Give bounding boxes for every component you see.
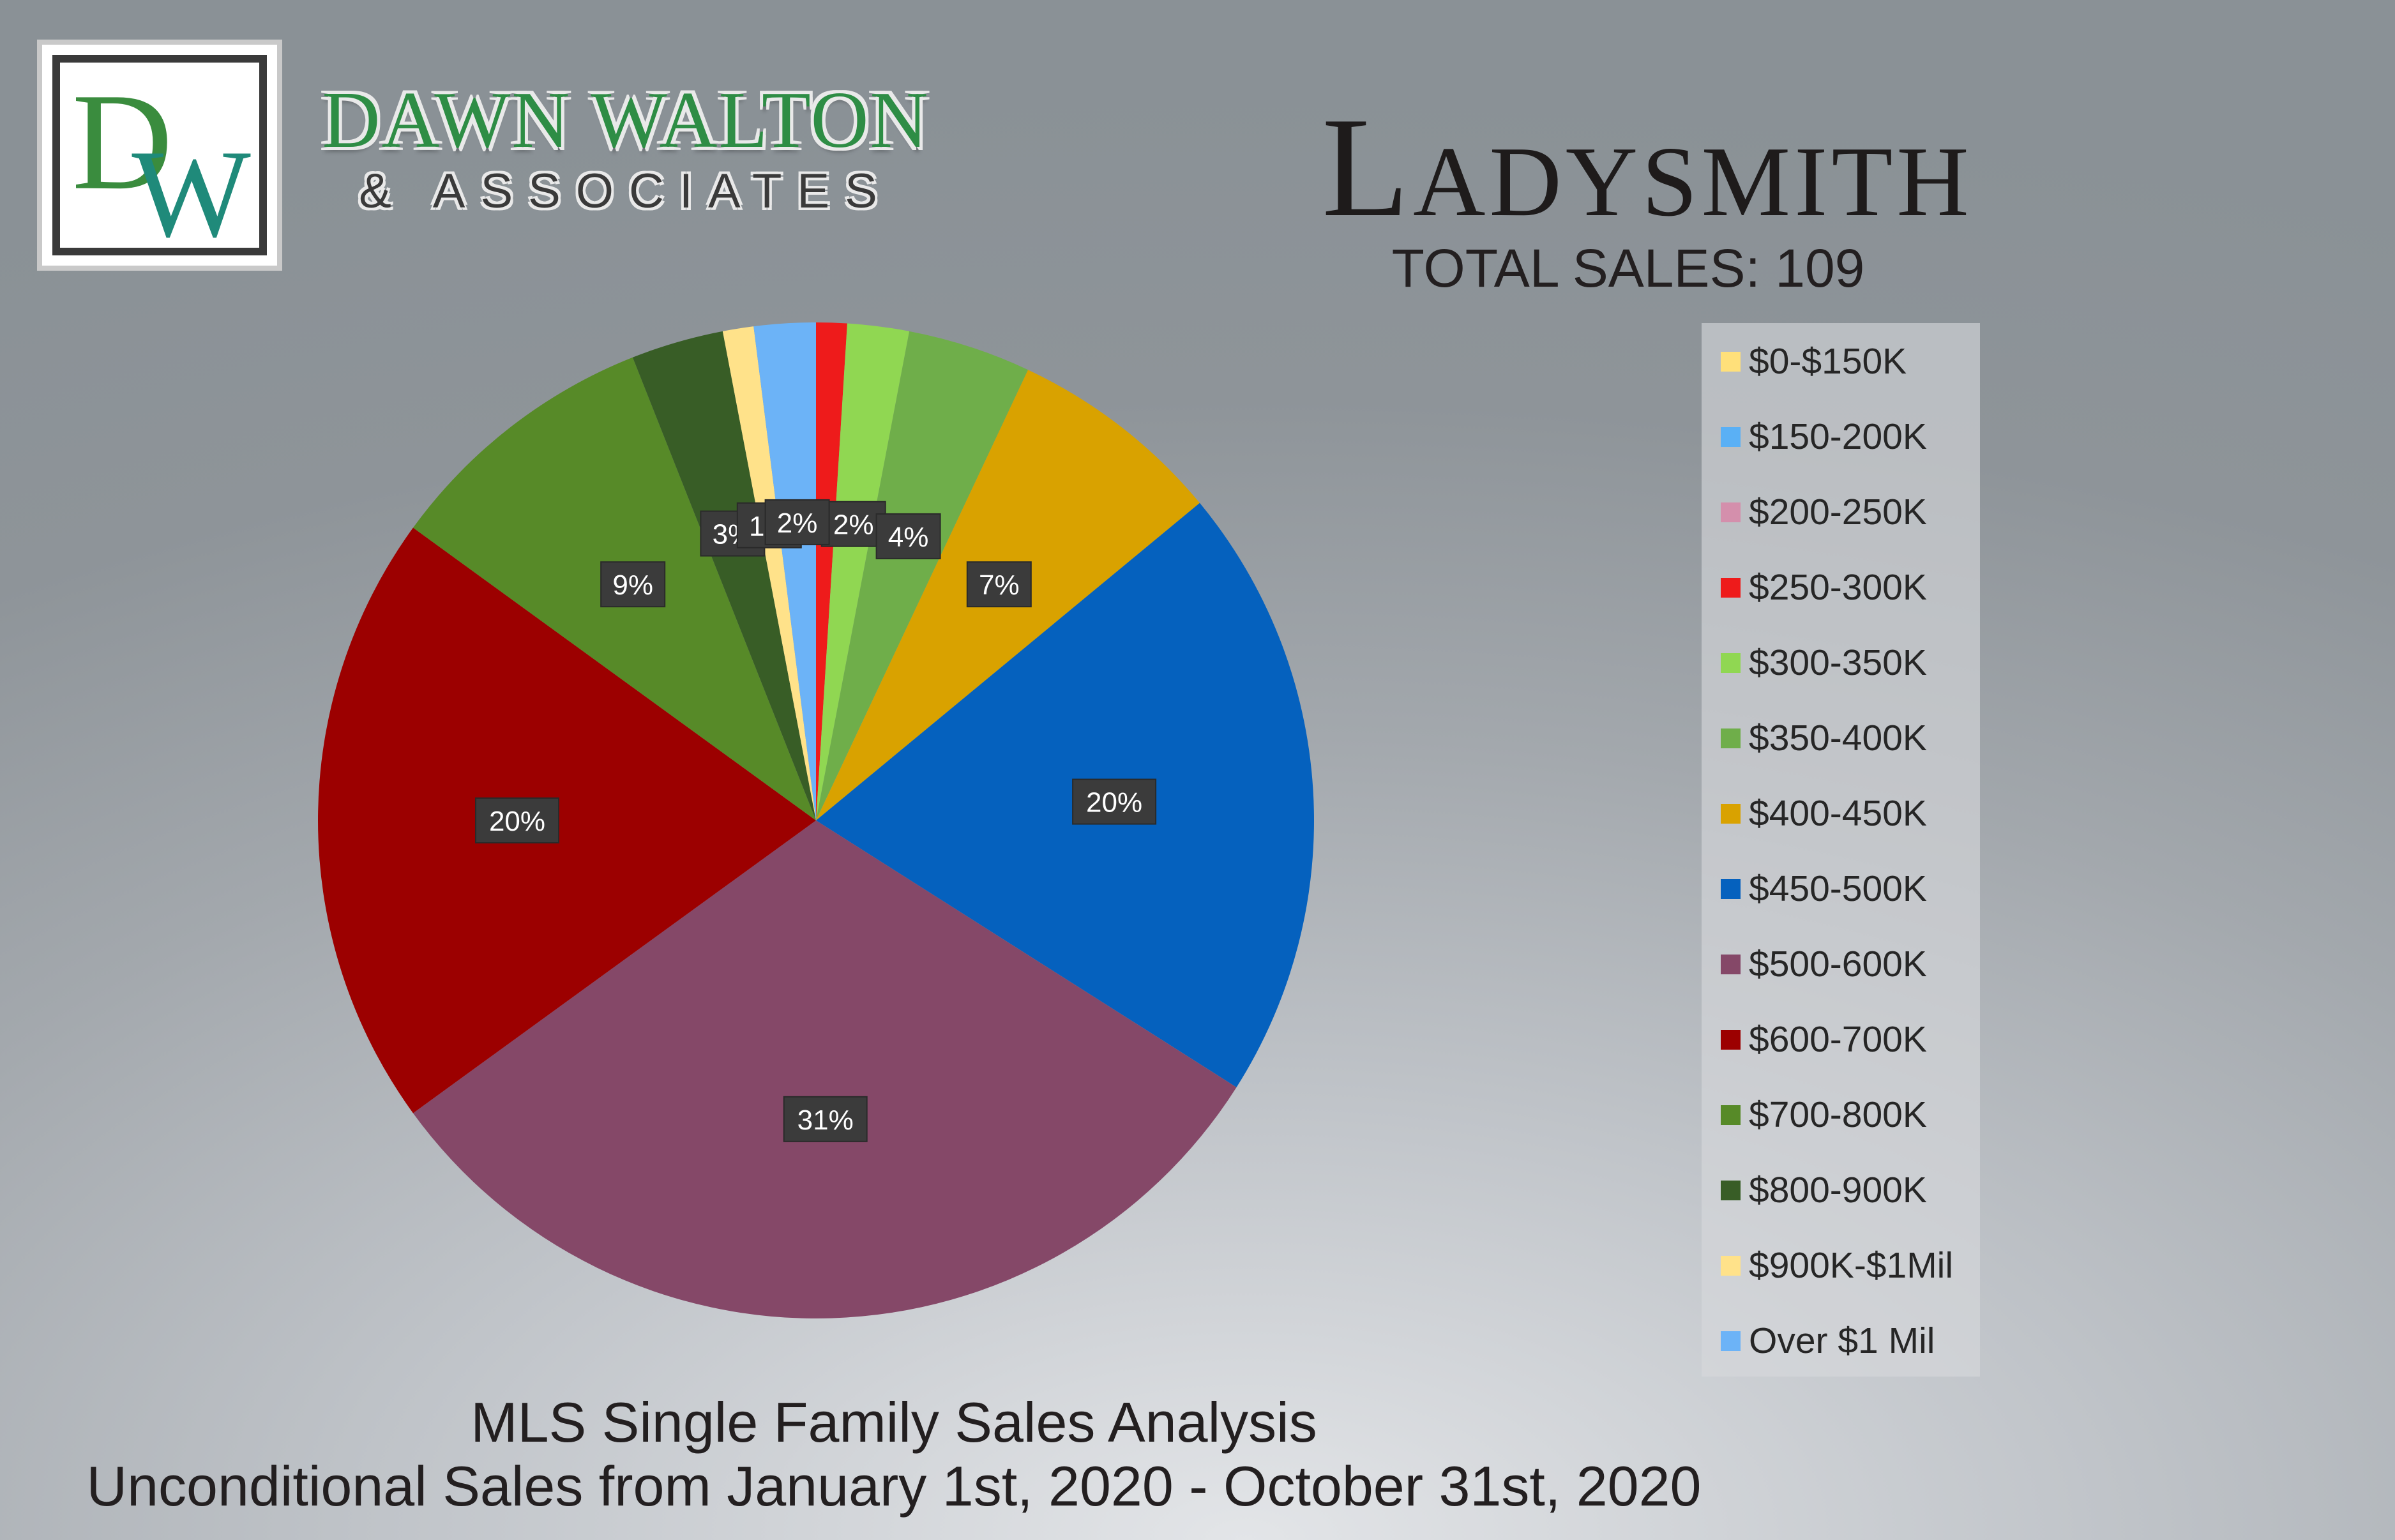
legend-item-800-900k: $800-900K xyxy=(1721,1165,1927,1216)
legend-label: $800-900K xyxy=(1749,1170,1927,1211)
pie-slice-800-900k xyxy=(632,331,816,820)
legend-label: $150-200K xyxy=(1749,416,1927,457)
data-label-400-450k: 7% xyxy=(966,561,1032,608)
svg-text:D: D xyxy=(72,65,173,219)
svg-text:20%: 20% xyxy=(1086,787,1142,819)
svg-text:2%: 2% xyxy=(833,510,874,541)
data-label-over-1-mil: 2% xyxy=(764,499,830,545)
pie-slice-450-500k xyxy=(816,502,1315,1087)
brand-logo: D W xyxy=(37,40,282,271)
legend-label: $600-700K xyxy=(1749,1019,1927,1060)
data-label-500-600k: 31% xyxy=(783,1096,868,1142)
legend-label: $400-450K xyxy=(1749,793,1927,834)
data-label-600-700k: 20% xyxy=(475,797,559,843)
legend-swatch xyxy=(1721,1029,1741,1050)
legend-label: $200-250K xyxy=(1749,492,1927,532)
legend-item-500-600k: $500-600K xyxy=(1721,939,1927,990)
legend-item-over-1-mil: Over $1 Mil xyxy=(1721,1315,1935,1366)
brand-name: DAWN WALTON xyxy=(322,76,930,165)
legend-item-400-450k: $400-450K xyxy=(1721,788,1927,839)
svg-text:4%: 4% xyxy=(888,522,929,553)
svg-text:2%: 2% xyxy=(777,508,818,539)
svg-text:9%: 9% xyxy=(612,570,653,601)
legend-swatch xyxy=(1721,502,1741,522)
legend-label: $250-300K xyxy=(1749,567,1927,608)
svg-text:20%: 20% xyxy=(489,806,545,837)
chart-legend: $0-$150K $150-200K $200-250K $250-300K $300-… xyxy=(1702,323,1980,1377)
legend-swatch xyxy=(1721,1331,1741,1351)
pie-slice-over-1-mil xyxy=(753,322,816,820)
legend-swatch xyxy=(1721,427,1741,447)
data-label-350-400k: 4% xyxy=(875,513,941,559)
legend-swatch xyxy=(1721,351,1741,372)
legend-label: Over $1 Mil xyxy=(1749,1320,1935,1361)
total-sales: TOTAL SALES: 109 xyxy=(1391,238,1865,298)
legend-swatch xyxy=(1721,1180,1741,1200)
data-label-700-800k: 9% xyxy=(600,561,666,608)
pie-slice-900k-1mil xyxy=(722,326,816,820)
legend-item-300-350k: $300-350K xyxy=(1721,637,1927,688)
svg-text:7%: 7% xyxy=(979,570,1020,601)
legend-item-350-400k: $350-400K xyxy=(1721,713,1927,764)
pie-slice-600-700k xyxy=(318,527,816,1113)
brand-subtitle: & ASSOCIATES xyxy=(359,164,893,218)
legend-item-700-800k: $700-800K xyxy=(1721,1089,1927,1140)
logo-frame: D W xyxy=(52,55,267,255)
legend-swatch xyxy=(1721,653,1741,673)
pie-slice-250-300k xyxy=(816,322,847,820)
dw-monogram-icon: D W xyxy=(72,65,251,248)
legend-swatch xyxy=(1721,577,1741,598)
pie-data-labels: 2%4%7%20%31%20%9%3%1%2% xyxy=(475,499,1157,1142)
legend-item-600-700k: $600-700K xyxy=(1721,1014,1927,1065)
legend-item-200-250k: $200-250K xyxy=(1721,487,1927,538)
legend-item-450-500k: $450-500K xyxy=(1721,863,1927,914)
legend-item-900k-1mil: $900K-$1Mil xyxy=(1721,1240,1953,1291)
pie-slice-500-600k xyxy=(412,820,1237,1318)
date-range: Unconditional Sales from January 1st, 20… xyxy=(86,1454,1702,1518)
legend-label: $0-$150K xyxy=(1749,341,1907,382)
pie-slice-350-400k xyxy=(816,331,1029,820)
pie-slices xyxy=(318,322,1315,1318)
legend-swatch xyxy=(1721,954,1741,974)
legend-label: $900K-$1Mil xyxy=(1749,1245,1954,1286)
legend-label: $700-800K xyxy=(1749,1094,1927,1135)
page-title: Ladysmith xyxy=(1322,88,1973,246)
pie-slice-300-350k xyxy=(816,323,910,820)
svg-text:W: W xyxy=(132,124,251,248)
legend-label: $450-500K xyxy=(1749,868,1927,909)
svg-text:31%: 31% xyxy=(797,1105,854,1136)
chart-subtitle: MLS Single Family Sales Analysis xyxy=(471,1391,1317,1454)
legend-label: $350-400K xyxy=(1749,718,1927,759)
legend-swatch xyxy=(1721,1255,1741,1276)
legend-item-150-200k: $150-200K xyxy=(1721,411,1927,462)
legend-swatch xyxy=(1721,728,1741,748)
legend-swatch xyxy=(1721,1105,1741,1125)
legend-item-0-150k: $0-$150K xyxy=(1721,336,1907,387)
legend-swatch xyxy=(1721,803,1741,824)
legend-swatch xyxy=(1721,879,1741,899)
legend-label: $500-600K xyxy=(1749,944,1927,985)
legend-item-250-300k: $250-300K xyxy=(1721,562,1927,613)
legend-label: $300-350K xyxy=(1749,642,1927,683)
data-label-450-500k: 20% xyxy=(1072,778,1157,825)
